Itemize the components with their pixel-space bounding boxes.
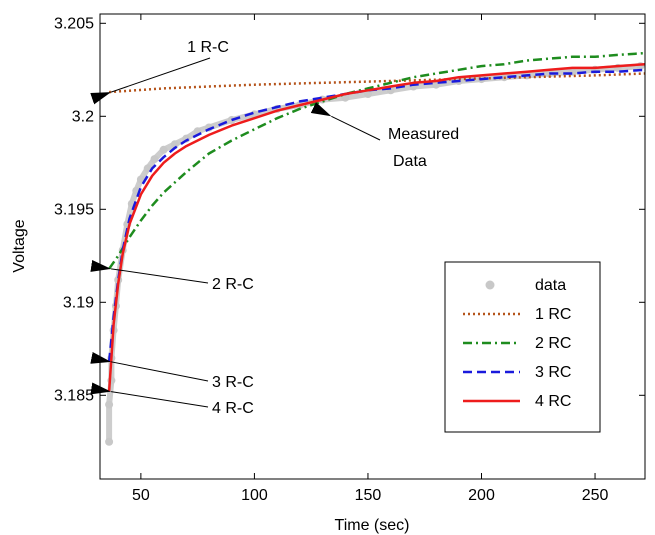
legend-item: 4 RC: [463, 393, 571, 410]
x-tick-label: 150: [355, 487, 382, 504]
x-tick-label: 200: [468, 487, 495, 504]
annotation-label: 3 R-C: [212, 374, 254, 391]
y-tick-label: 3.185: [54, 387, 94, 404]
y-tick-label: 3.19: [63, 294, 94, 311]
annotation-label: 2 R-C: [212, 276, 254, 293]
x-tick-label: 100: [241, 487, 268, 504]
series-line-2-rc: [108, 51, 645, 270]
annotation-label: 1 R-C: [187, 39, 229, 56]
y-tick-label: 3.205: [54, 15, 94, 32]
annotation-arrow: [90, 382, 209, 408]
series-layer: [105, 51, 645, 446]
legend-label: data: [535, 277, 566, 294]
x-tick-label: 50: [132, 487, 150, 504]
annotation-arrow: [310, 102, 381, 141]
annotations: 1 R-C Measured Data 2 R-C 3 R-C 4 R-C: [90, 39, 459, 417]
annotation-label: 4 R-C: [212, 400, 254, 417]
legend-box: [444, 261, 601, 433]
series-line-3-rc: [107, 68, 645, 362]
legend-label: 3 RC: [535, 364, 571, 381]
legend-label: 1 RC: [535, 306, 571, 323]
y-axis-label: Voltage: [11, 219, 28, 272]
legend-label: 4 RC: [535, 393, 571, 410]
legend-item: 3 RC: [463, 364, 571, 381]
legend: data 1 RC 2 RC 3 RC 4 RC: [444, 261, 601, 433]
annotation-label: Data: [393, 153, 427, 170]
legend-item: data: [485, 277, 566, 294]
legend-marker: [485, 280, 495, 290]
axis-ticks: 50 100 150 200 250 3.185 3.19 3.195 3.2 3.205: [54, 14, 645, 504]
annotation-arrow: [90, 259, 209, 284]
series-line-4-rc: [107, 62, 645, 392]
annotation-label: Measured: [388, 126, 459, 143]
annotation-arrow: [90, 352, 209, 382]
y-tick-label: 3.195: [54, 201, 94, 218]
plot-frame: [99, 13, 646, 480]
legend-item: 1 RC: [463, 306, 571, 323]
y-tick-label: 3.2: [72, 108, 94, 125]
annotation-arrow: [90, 57, 211, 105]
legend-item: 2 RC: [463, 335, 571, 352]
x-tick-label: 250: [582, 487, 609, 504]
legend-label: 2 RC: [535, 335, 571, 352]
x-axis-label: Time (sec): [335, 517, 410, 534]
